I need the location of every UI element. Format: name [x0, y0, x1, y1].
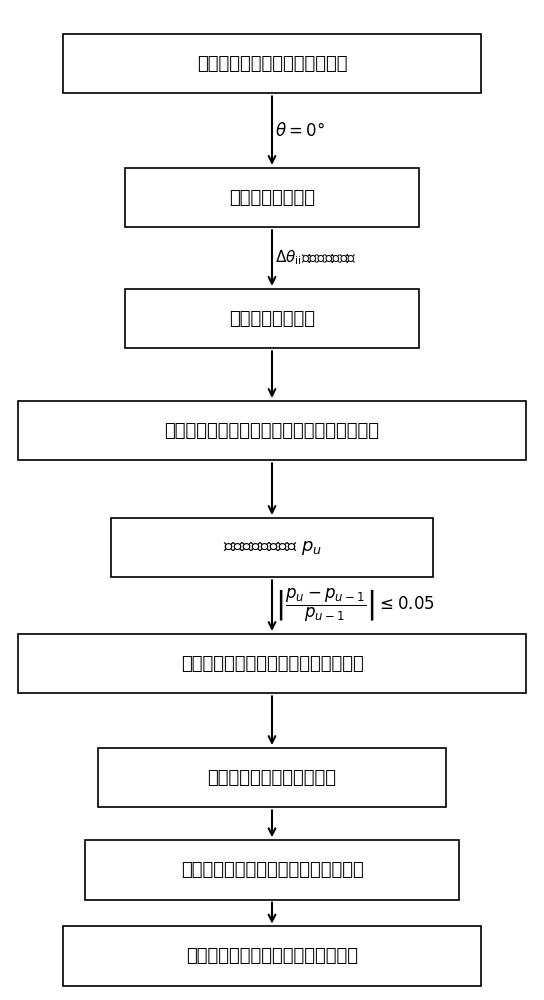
FancyBboxPatch shape	[63, 34, 481, 93]
FancyBboxPatch shape	[125, 289, 419, 348]
FancyBboxPatch shape	[63, 926, 481, 986]
Text: 整个边坡坡体的不等宽条分: 整个边坡坡体的不等宽条分	[207, 769, 337, 787]
FancyBboxPatch shape	[84, 840, 460, 900]
Text: 确定一级条分区间: 确定一级条分区间	[229, 189, 315, 207]
Text: 坡体所有二级条分区间进行不等宽条分: 坡体所有二级条分区间进行不等宽条分	[181, 655, 363, 673]
Text: 边坡下滑推力値的确定与稳定性评价: 边坡下滑推力値的确定与稳定性评价	[186, 947, 358, 965]
Text: 下伏滑移面条分区间两端点倾角变化量的确定: 下伏滑移面条分区间两端点倾角变化量的确定	[164, 422, 380, 440]
FancyBboxPatch shape	[17, 634, 527, 693]
Text: 确定二级条分区间: 确定二级条分区间	[229, 310, 315, 328]
FancyBboxPatch shape	[125, 168, 419, 227]
Text: $\left|\dfrac{p_u - p_{u-1}}{p_{u-1}}\right| \leq 0.05$: $\left|\dfrac{p_u - p_{u-1}}{p_{u-1}}\ri…	[275, 587, 434, 624]
Text: 确定剩余下滑推力 $p_u$: 确定剩余下滑推力 $p_u$	[222, 539, 322, 557]
Text: 剩余下滑推力方向与作用点位置的确定: 剩余下滑推力方向与作用点位置的确定	[181, 861, 363, 879]
FancyBboxPatch shape	[98, 748, 446, 807]
FancyBboxPatch shape	[17, 401, 527, 460]
Text: 边坡坡体下伏滑移面勘探与测定: 边坡坡体下伏滑移面勘探与测定	[197, 55, 347, 73]
Text: $\Delta\theta_{\mathrm{ii}}$正负号发生变化: $\Delta\theta_{\mathrm{ii}}$正负号发生变化	[275, 249, 356, 267]
Text: $\theta = 0°$: $\theta = 0°$	[275, 122, 325, 140]
FancyBboxPatch shape	[112, 518, 432, 577]
